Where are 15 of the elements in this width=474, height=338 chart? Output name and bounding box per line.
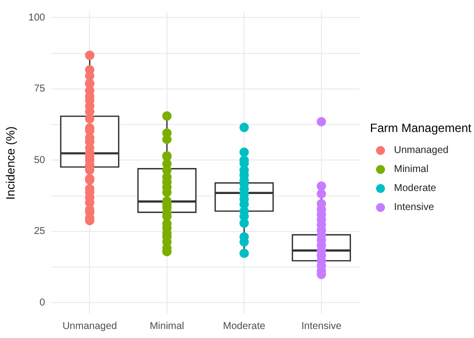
- y-axis-title: Incidence (%): [4, 126, 18, 200]
- y-tick-label: 100: [28, 12, 46, 24]
- legend-label: Intensive: [394, 202, 434, 213]
- x-tick-label: Unmanaged: [62, 320, 117, 332]
- y-tick-label: 50: [34, 154, 46, 166]
- legend-label: Minimal: [394, 164, 428, 175]
- legend-label: Unmanaged: [394, 145, 448, 156]
- y-tick-label: 0: [40, 297, 46, 308]
- legend-label: Moderate: [394, 183, 436, 194]
- x-tick-label: Minimal: [150, 320, 184, 332]
- legend-title: Farm Management: [370, 121, 472, 135]
- x-tick-label: Moderate: [223, 320, 266, 332]
- y-tick-label: 75: [34, 84, 46, 95]
- x-tick-label: Intensive: [301, 320, 342, 332]
- y-tick-label: 25: [34, 226, 46, 238]
